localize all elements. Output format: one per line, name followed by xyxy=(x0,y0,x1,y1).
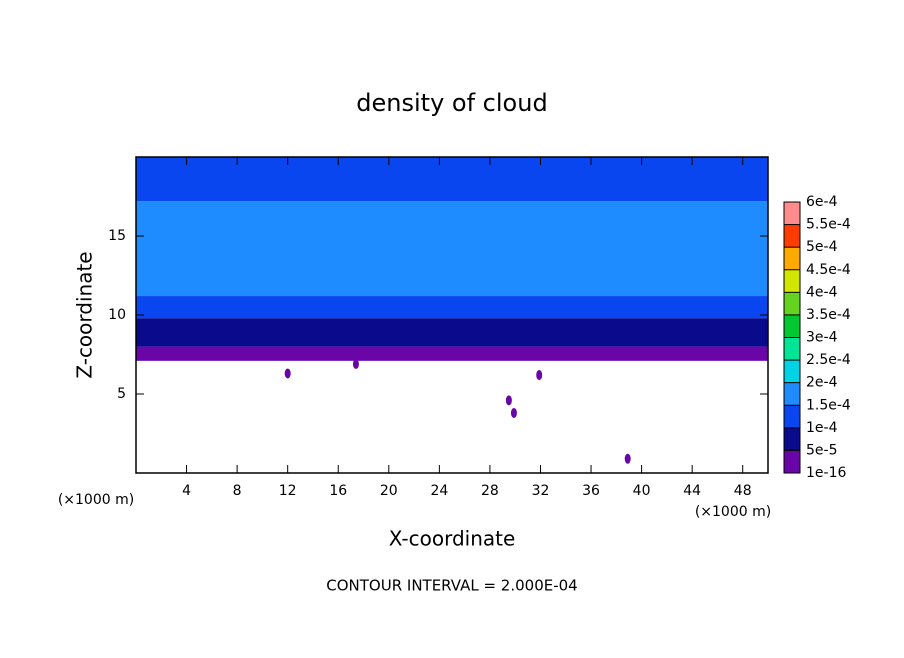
colorbar-label: 1.5e-4 xyxy=(806,397,851,413)
x-tick-label: 28 xyxy=(481,483,499,499)
colorbar-swatch xyxy=(784,450,800,473)
colorbar-label: 3e-4 xyxy=(806,330,838,346)
contour-band xyxy=(136,346,768,361)
colorbar-label: 5e-4 xyxy=(806,239,838,255)
colorbar-swatch xyxy=(784,314,800,338)
contour-band xyxy=(136,318,768,347)
colorbar-label: 3.5e-4 xyxy=(806,307,851,323)
x-tick-label: 4 xyxy=(182,483,191,499)
x-tick-label: 32 xyxy=(532,483,550,499)
x-axis-label: X-coordinate xyxy=(389,527,516,551)
x-tick-label: 48 xyxy=(734,483,752,499)
y-unit: (×1000 m) xyxy=(58,492,134,508)
colorbar-swatch xyxy=(784,360,800,383)
x-tick-label: 16 xyxy=(329,483,347,499)
x-tick-label: 12 xyxy=(279,483,297,499)
colorbar-label: 4.5e-4 xyxy=(806,262,851,278)
y-tick-label: 10 xyxy=(108,307,126,323)
colorbar-label: 5e-5 xyxy=(806,442,837,458)
y-tick-label: 15 xyxy=(108,228,126,244)
x-tick-label: 20 xyxy=(380,483,398,499)
footer: CONTOUR INTERVAL = 2.000E-04 xyxy=(326,577,577,595)
x-tick-label: 24 xyxy=(430,483,448,499)
colorbar-swatch xyxy=(784,292,800,315)
colorbar-label: 1e-4 xyxy=(806,420,838,436)
chart-title: density of cloud xyxy=(356,89,547,117)
colorbar-label: 6e-4 xyxy=(806,194,838,210)
contour-patch xyxy=(284,368,291,379)
colorbar-swatch xyxy=(784,247,800,270)
contour-patch xyxy=(624,453,631,464)
colorbar-swatch xyxy=(784,427,800,451)
x-tick-label: 40 xyxy=(633,483,651,499)
colorbar-label: 4e-4 xyxy=(806,284,838,300)
contour-patch xyxy=(352,358,359,369)
contour-patch xyxy=(536,370,543,381)
x-unit: (×1000 m) xyxy=(695,504,771,520)
colorbar-label: 1e-16 xyxy=(806,465,846,481)
colorbar-swatch xyxy=(784,269,800,293)
colorbar-label: 2.5e-4 xyxy=(806,352,851,368)
x-tick-label: 8 xyxy=(233,483,242,499)
colorbar-swatch xyxy=(784,337,800,361)
colorbar-swatch xyxy=(784,202,800,225)
colorbar-label: 2e-4 xyxy=(806,375,838,391)
x-tick-label: 36 xyxy=(582,483,600,499)
y-tick-label: 5 xyxy=(117,386,126,402)
contour-band xyxy=(136,201,768,297)
colorbar-swatch xyxy=(784,405,800,428)
colorbar-label: 5.5e-4 xyxy=(806,217,851,233)
contour-band xyxy=(136,157,768,202)
colorbar-swatch xyxy=(784,224,800,248)
colorbar-swatch xyxy=(784,382,800,406)
y-axis-label: Z-coordinate xyxy=(73,251,97,378)
contour-patch xyxy=(510,407,517,418)
x-tick-label: 44 xyxy=(683,483,701,499)
contour-patch xyxy=(505,395,512,406)
contour-band xyxy=(136,296,768,319)
